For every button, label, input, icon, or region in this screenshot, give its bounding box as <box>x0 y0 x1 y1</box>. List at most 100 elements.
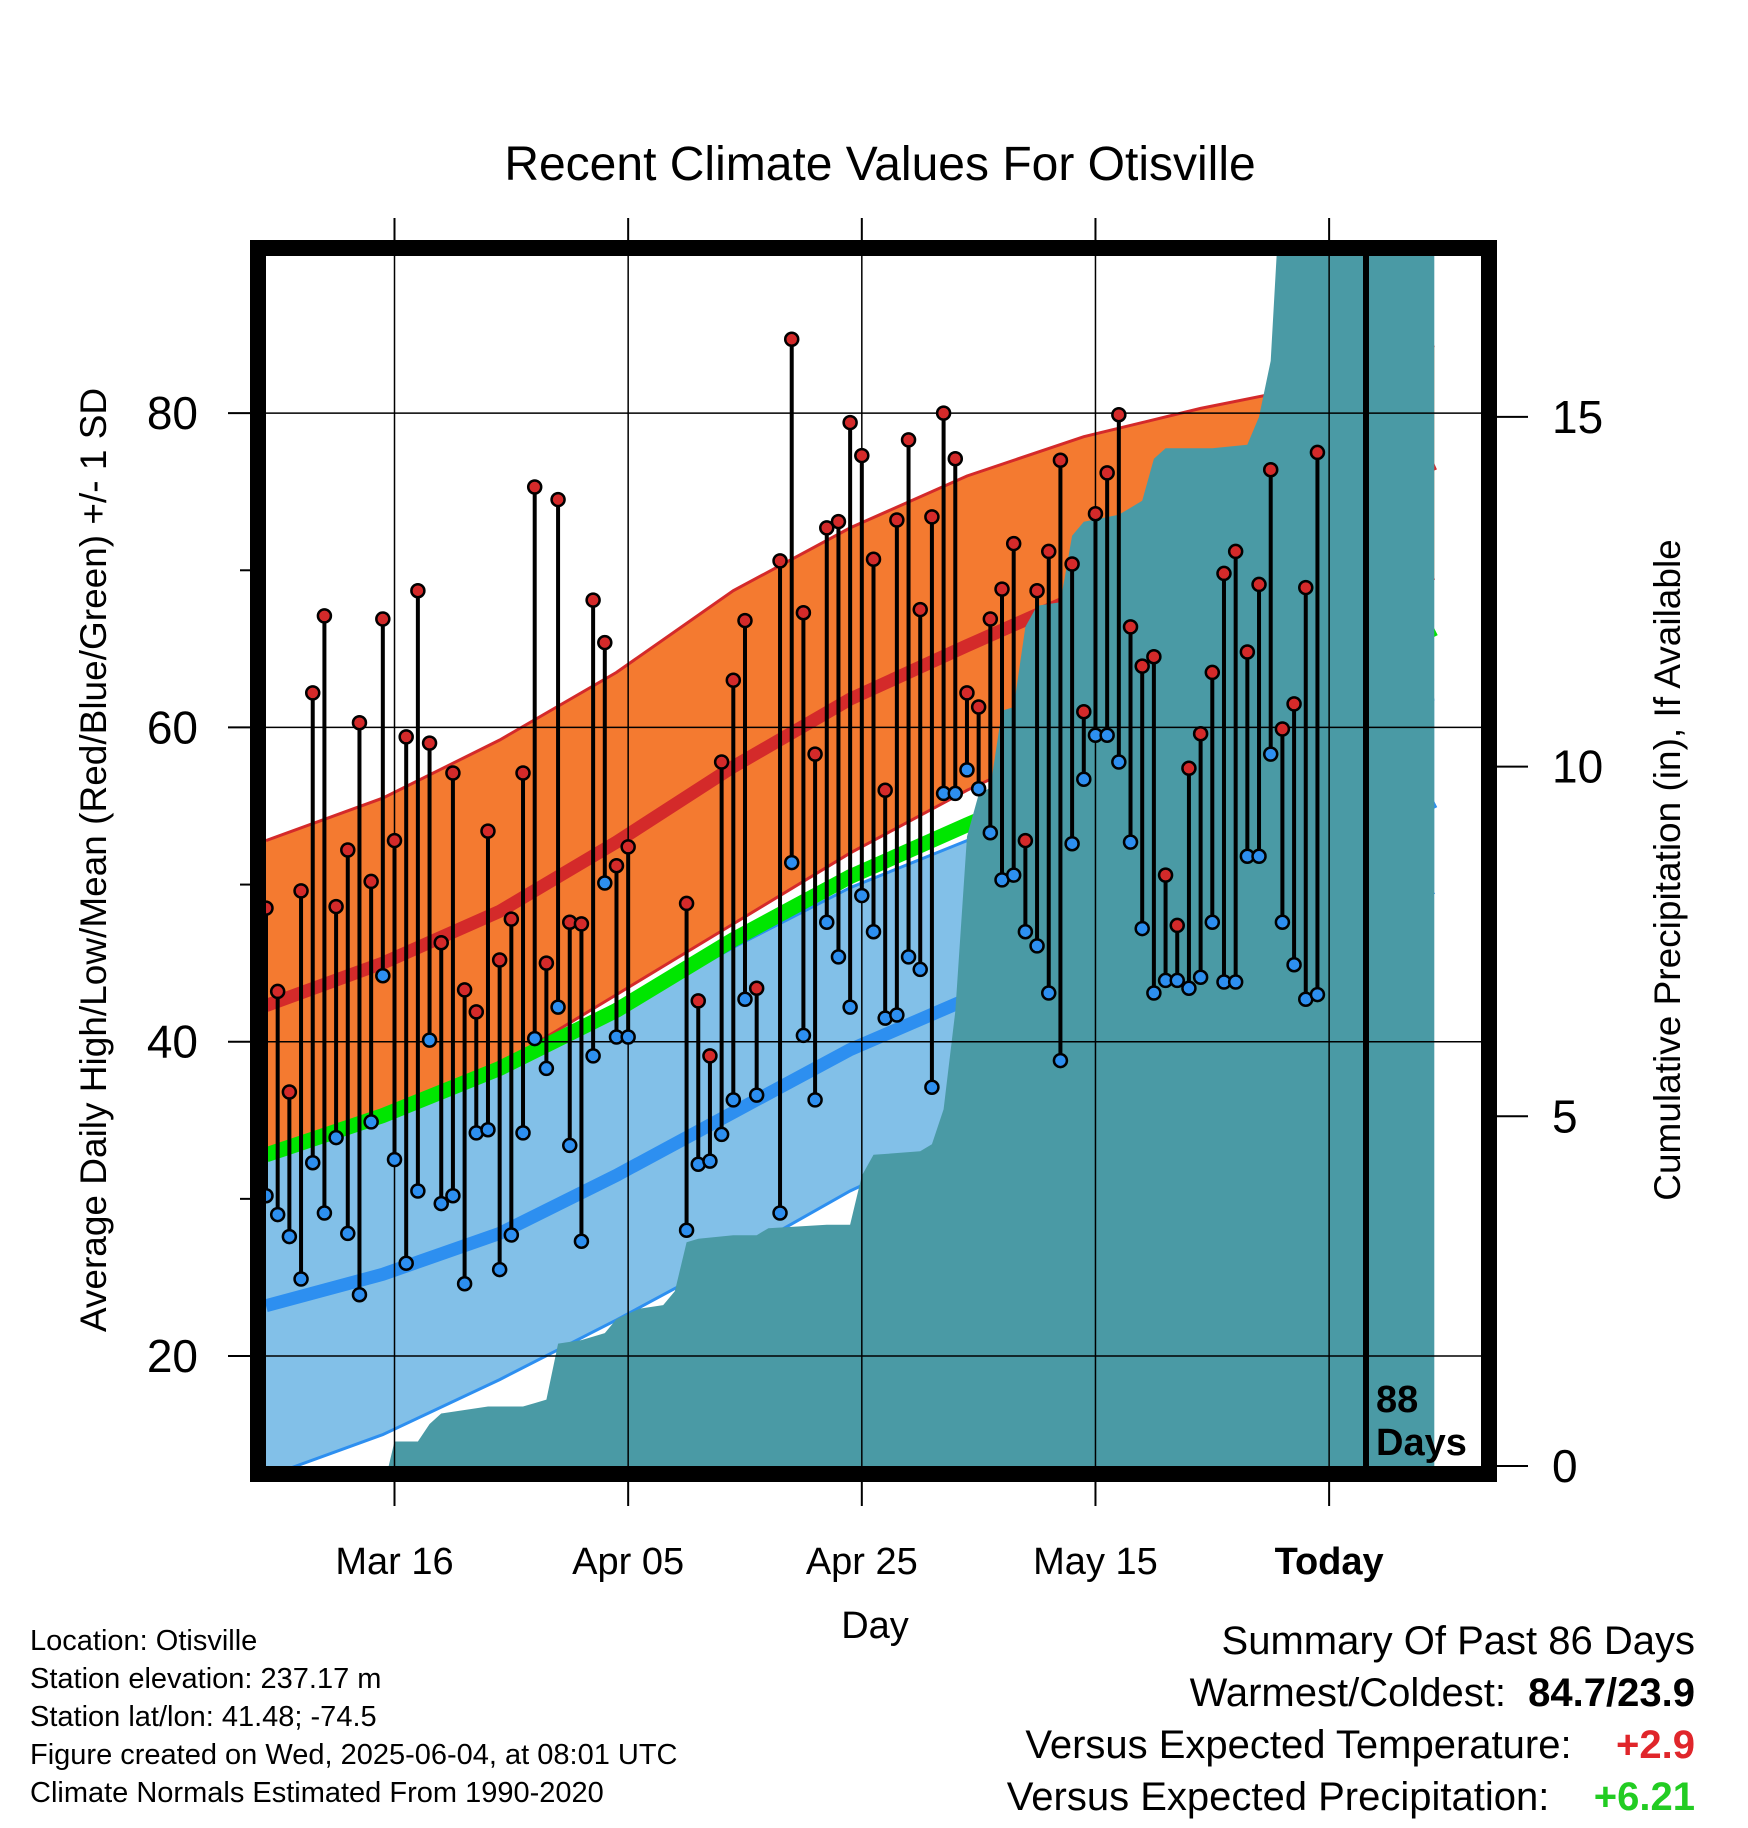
daily-high-point <box>678 895 695 912</box>
y-right-tick-label: 15 <box>1552 391 1603 443</box>
daily-high-point <box>573 916 590 932</box>
daily-high-point <box>503 911 520 927</box>
daily-low-point <box>842 999 858 1015</box>
warmest-coldest-label: Warmest/Coldest: <box>1189 1671 1506 1715</box>
daily-low-point <box>924 1079 940 1096</box>
daily-high-point <box>1099 465 1115 481</box>
daily-low-point <box>293 1271 309 1287</box>
created-text: Figure created on Wed, 2025-06-04, at 08… <box>30 1739 678 1771</box>
daily-low-point <box>480 1121 496 1138</box>
cumulative-precip-area <box>266 256 1435 1466</box>
daily-low-point <box>713 1126 730 1143</box>
daily-high-point <box>1134 658 1150 674</box>
daily-low-point <box>328 1129 344 1146</box>
daily-low-point <box>375 967 391 984</box>
daily-high-point <box>807 746 823 762</box>
daily-high-point <box>1251 576 1267 593</box>
daily-high-point <box>597 634 613 651</box>
daily-low-point <box>1181 980 1197 997</box>
daily-high-point <box>293 883 309 899</box>
daily-low-point <box>550 999 566 1015</box>
y-axis-left: 20 40 60 80 <box>147 387 250 1382</box>
daily-low-point <box>597 875 613 891</box>
plot-frame <box>250 240 1497 1482</box>
daily-high-point <box>1204 664 1221 681</box>
daily-high-point <box>550 491 566 508</box>
daily-low-point <box>351 1286 368 1303</box>
daily-high-point <box>363 873 379 890</box>
daily-high-point <box>1227 543 1244 560</box>
daily-low-point <box>819 914 835 931</box>
chart-title: Recent Climate Values For Otisville <box>504 138 1255 191</box>
daily-low-point <box>515 1125 531 1141</box>
daily-high-point <box>526 479 543 495</box>
daily-high-point <box>970 699 987 715</box>
daily-high-point <box>1298 579 1314 596</box>
daily-high-point <box>1052 452 1069 469</box>
daily-high-point <box>410 582 426 599</box>
daily-high-point <box>386 832 403 849</box>
daily-low-point <box>1204 914 1221 931</box>
daily-high-point <box>620 839 636 855</box>
daily-high-point <box>795 604 812 621</box>
daily-low-point <box>585 1048 601 1064</box>
daily-high-point <box>982 611 999 627</box>
days-unit-label: Days <box>1376 1422 1467 1464</box>
warmest-coldest-row: Warmest/Coldest: 84.7/23.9 <box>1007 1667 1695 1719</box>
daily-high-point <box>1216 565 1232 582</box>
daily-high-point <box>1005 535 1022 552</box>
daily-low-point <box>830 949 847 965</box>
precip-departure-value: +6.21 <box>1593 1775 1695 1819</box>
daily-high-point <box>1169 917 1185 934</box>
daily-low-point <box>1309 986 1326 1003</box>
daily-low-point <box>795 1027 812 1044</box>
daily-high-point <box>1262 461 1279 478</box>
daily-high-point <box>1017 832 1034 849</box>
daily-high-point <box>725 672 742 689</box>
daily-low-point <box>526 1030 543 1047</box>
y-axis-left-label: Average Daily High/Low/Mean (Red/Blue/Gr… <box>73 388 114 1332</box>
daily-low-point <box>316 1205 333 1221</box>
normals-text: Climate Normals Estimated From 1990-2020 <box>30 1777 604 1809</box>
x-axis-label: Day <box>841 1605 909 1647</box>
daily-high-point <box>480 823 496 839</box>
daily-high-point <box>924 509 940 525</box>
daily-series <box>258 331 1326 1303</box>
daily-low-point <box>1111 754 1127 770</box>
y-right-tick-label: 0 <box>1552 1440 1578 1492</box>
daily-high-point <box>281 1084 298 1100</box>
daily-low-point <box>737 991 753 1008</box>
daily-low-point <box>1052 1052 1069 1069</box>
precip-area <box>266 256 1435 1466</box>
daily-low-point <box>1146 985 1162 1001</box>
daily-low-point <box>959 762 975 778</box>
daily-low-point <box>865 923 882 940</box>
daily-high-point <box>959 685 975 701</box>
daily-low-point <box>1227 974 1244 990</box>
daily-low-point <box>970 780 987 797</box>
daily-high-point <box>433 934 449 951</box>
daily-high-point <box>842 414 858 431</box>
daily-low-point <box>1122 834 1139 850</box>
daily-high-point <box>351 714 368 731</box>
daily-high-point <box>468 1004 485 1020</box>
daily-high-point <box>585 592 601 608</box>
daily-low-point <box>421 1032 438 1048</box>
daily-low-point <box>1169 972 1185 989</box>
daily-low-point <box>398 1255 414 1272</box>
daily-low-point <box>340 1225 356 1242</box>
y-left-tick-label: 80 <box>147 387 198 439</box>
daily-high-point <box>900 432 917 448</box>
daily-high-point <box>304 685 321 701</box>
daily-high-point <box>912 601 928 618</box>
daily-low-point <box>725 1092 742 1108</box>
daily-high-point <box>830 513 847 530</box>
latlon-text: Station lat/lon: 41.48; -74.5 <box>30 1701 377 1733</box>
daily-high-point <box>538 955 555 971</box>
daily-low-point <box>1099 727 1115 744</box>
daily-high-point <box>690 993 707 1009</box>
x-tick-label: Apr 05 <box>572 1541 684 1583</box>
daily-high-point <box>1192 725 1209 742</box>
daily-high-point <box>1239 644 1256 660</box>
